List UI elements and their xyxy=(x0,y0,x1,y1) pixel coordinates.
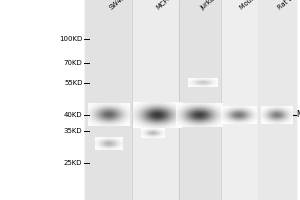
Text: 70KD: 70KD xyxy=(64,60,82,66)
Text: 35KD: 35KD xyxy=(64,128,82,134)
Text: MCF-7: MCF-7 xyxy=(155,0,175,11)
Text: 40KD: 40KD xyxy=(64,112,82,118)
Bar xyxy=(132,0,178,200)
Text: 25KD: 25KD xyxy=(64,160,82,166)
Bar xyxy=(258,0,296,200)
Text: MRPS22: MRPS22 xyxy=(296,110,300,119)
Text: Mouse brain: Mouse brain xyxy=(239,0,274,11)
Text: SW480: SW480 xyxy=(109,0,130,11)
Text: 55KD: 55KD xyxy=(64,80,82,86)
Bar xyxy=(220,0,258,200)
Text: Jurkat: Jurkat xyxy=(200,0,218,11)
Bar xyxy=(85,0,296,200)
Text: Rat brain: Rat brain xyxy=(277,0,300,11)
Bar xyxy=(178,0,220,200)
Bar xyxy=(85,0,132,200)
Text: 100KD: 100KD xyxy=(59,36,83,42)
